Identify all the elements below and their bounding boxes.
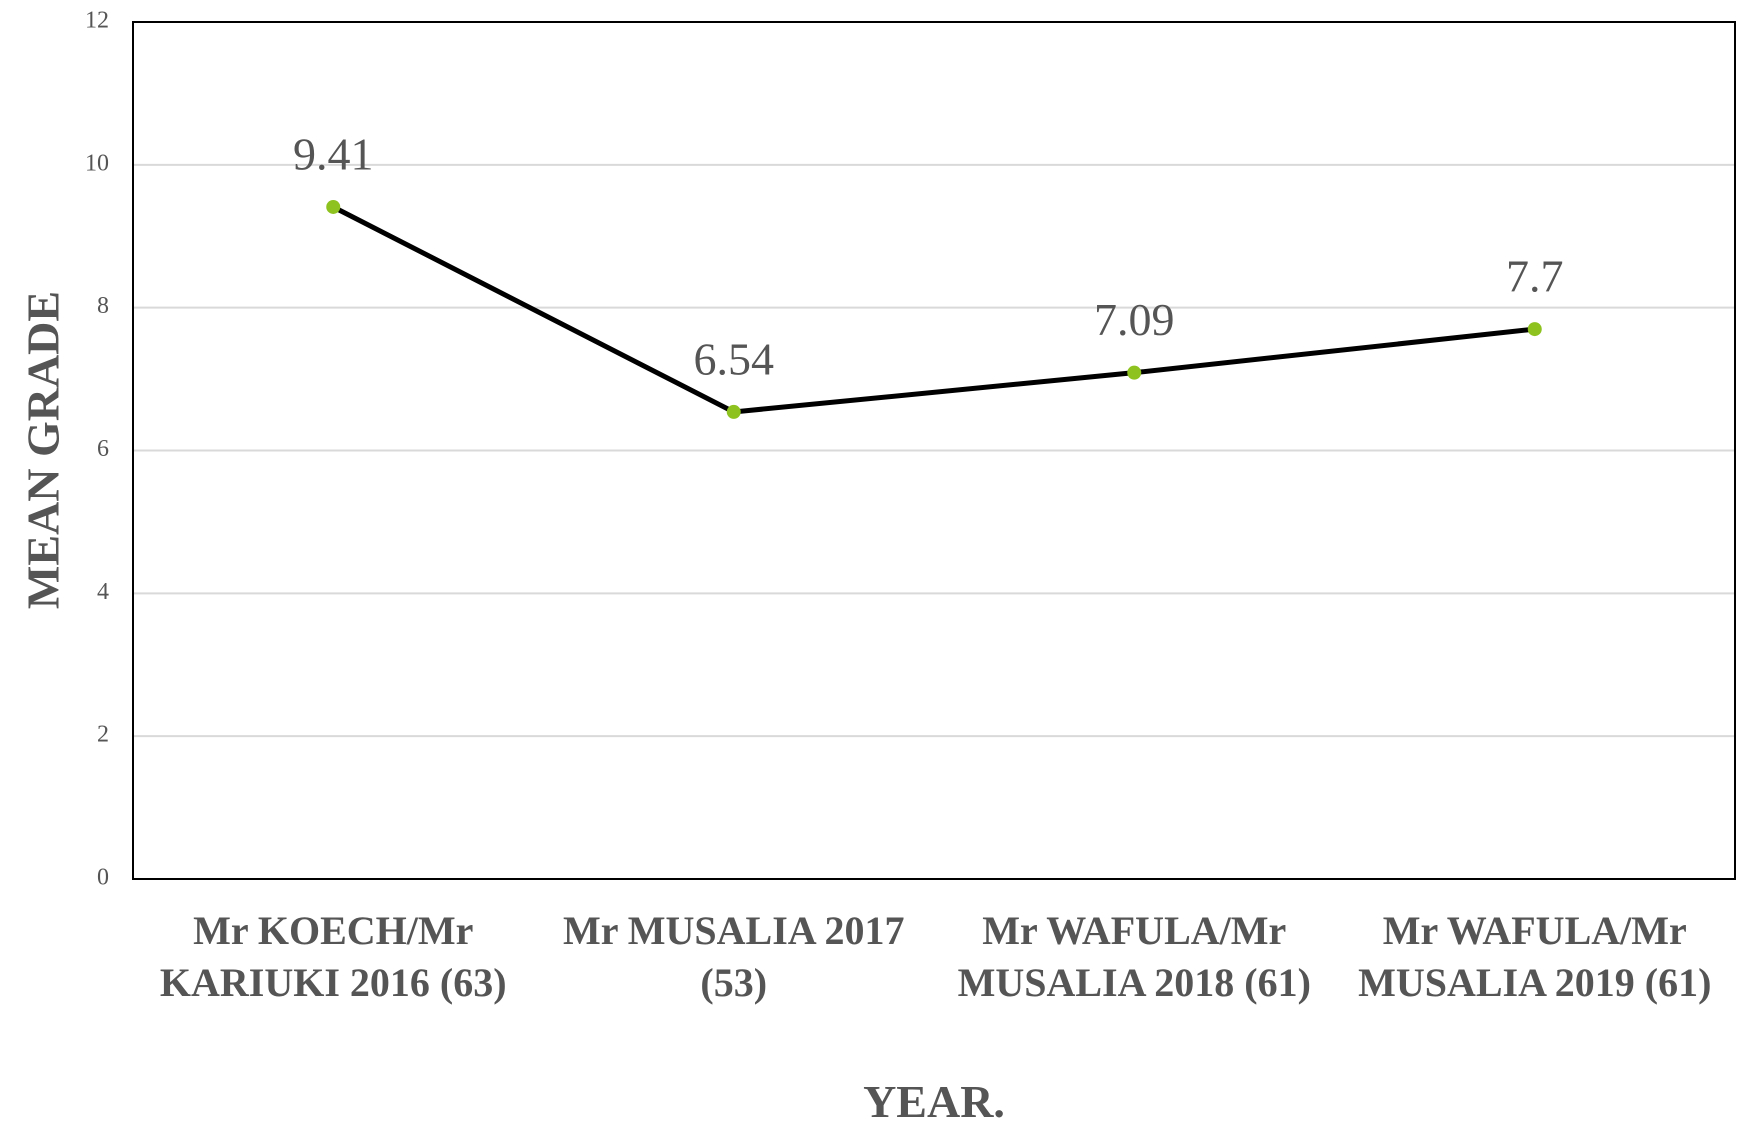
data-label: 7.09 — [1094, 294, 1175, 345]
x-tick-label: Mr MUSALIA 2017 (53) — [563, 908, 905, 1005]
x-tick-label: Mr WAFULA/Mr MUSALIA 2018 (61) — [957, 908, 1311, 1005]
data-label: 9.41 — [293, 129, 374, 180]
y-tick-label: 10 — [85, 150, 109, 176]
marker — [1527, 322, 1542, 337]
x-axis-title: YEAR. — [863, 1076, 1005, 1127]
line — [332, 204, 1536, 415]
y-tick-label: 6 — [97, 436, 109, 462]
data-label: 7.7 — [1506, 251, 1564, 302]
y-tick-label: 0 — [97, 865, 109, 891]
y-axis-title: MEAN GRADE — [18, 291, 69, 609]
y-tick-label: 8 — [97, 293, 109, 319]
y-tick-label: 12 — [85, 8, 109, 34]
x-tick-label: Mr KOECH/Mr KARIUKI 2016 (63) — [159, 908, 507, 1005]
marker — [1127, 365, 1142, 380]
data-label: 6.54 — [694, 333, 775, 384]
x-tick-label: Mr WAFULA/Mr MUSALIA 2019 (61) — [1358, 908, 1712, 1005]
y-tick-label: 4 — [97, 579, 109, 605]
plot-frame — [132, 21, 1736, 880]
marker — [726, 404, 741, 419]
marker — [326, 199, 341, 214]
y-tick-label: 2 — [97, 722, 109, 748]
